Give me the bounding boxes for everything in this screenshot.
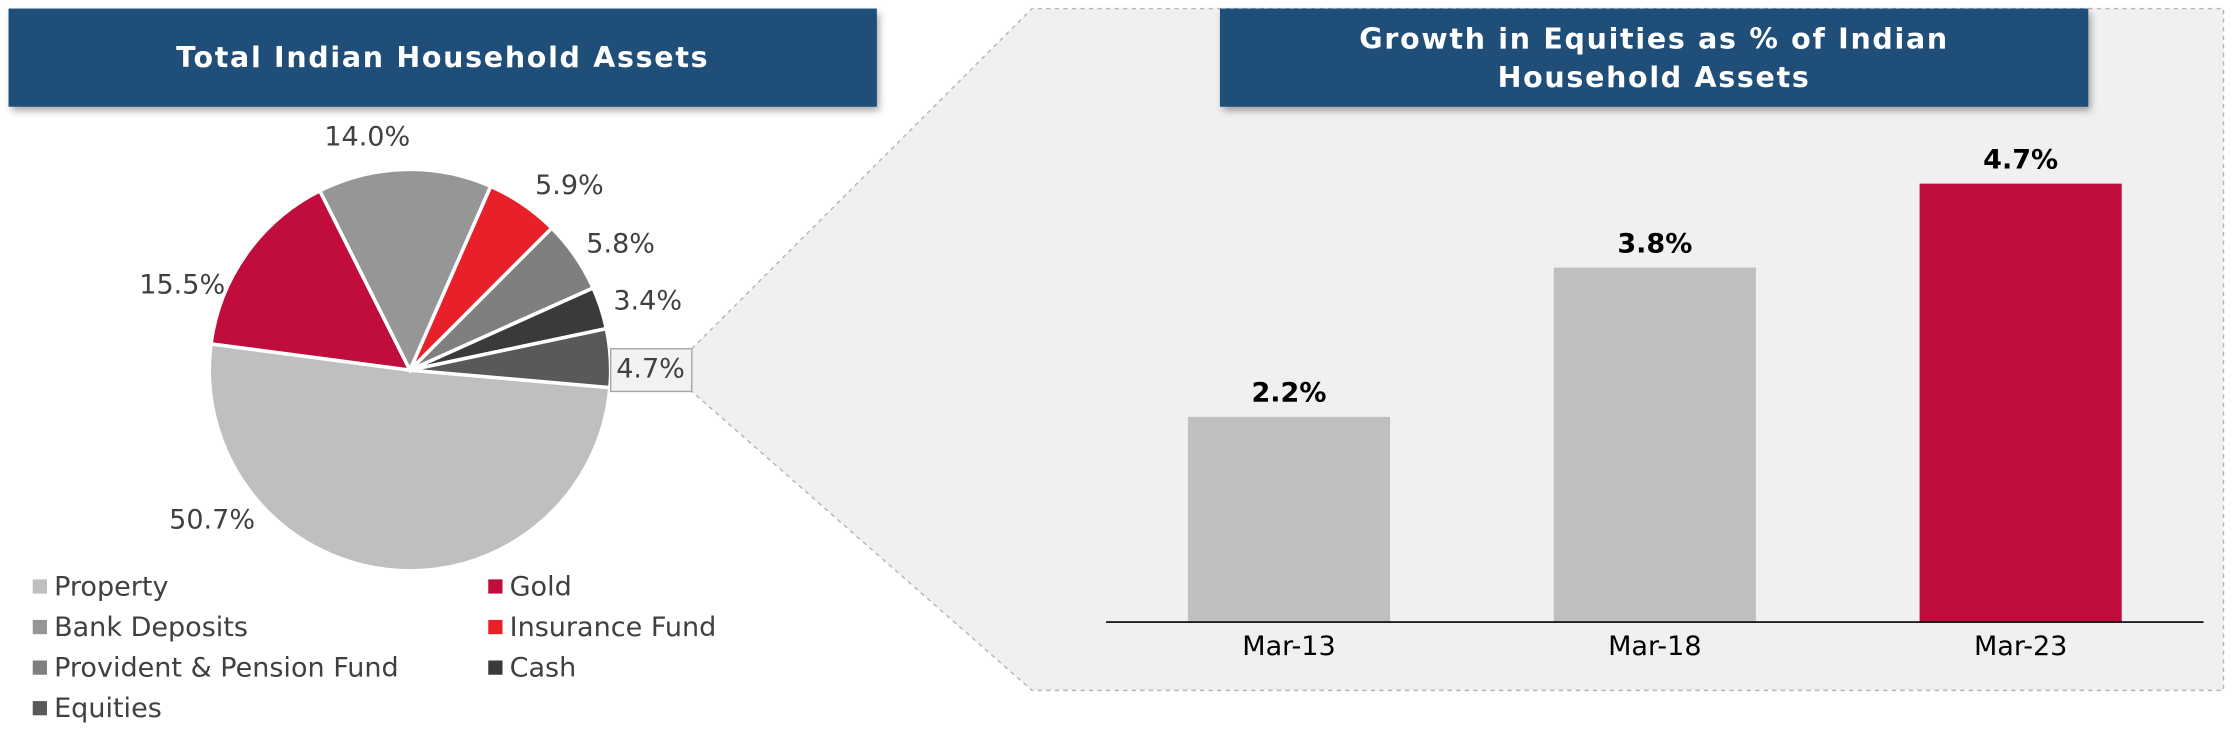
x-tick-label: Mar-13 bbox=[1242, 631, 1335, 662]
legend-label: Property bbox=[54, 571, 168, 602]
data-label: 15.5% bbox=[139, 270, 225, 301]
data-label: 50.7% bbox=[169, 505, 255, 536]
legend-label: Cash bbox=[510, 653, 577, 684]
x-tick-label: Mar-23 bbox=[1974, 631, 2067, 662]
bar bbox=[1919, 183, 2122, 623]
legend-label: Insurance Fund bbox=[510, 612, 717, 643]
chart-title: Total Indian Household Assets bbox=[176, 39, 710, 75]
legend-label: Gold bbox=[510, 571, 572, 602]
legend-swatch bbox=[488, 660, 503, 675]
legend-swatch bbox=[32, 660, 47, 675]
pie-slice bbox=[208, 188, 414, 373]
pie-slice bbox=[207, 341, 612, 573]
data-label: 3.8% bbox=[1617, 228, 1692, 259]
data-label: 3.4% bbox=[613, 285, 682, 316]
data-label: 5.9% bbox=[535, 170, 604, 201]
legend-label: Equities bbox=[54, 693, 162, 724]
pie-title-box: Total Indian Household Assets bbox=[8, 8, 877, 107]
data-label: 5.8% bbox=[586, 228, 655, 259]
legend-swatch bbox=[488, 619, 503, 635]
bar bbox=[1187, 416, 1391, 623]
bar-title-box: Growth in Equities as % of Indian Househ… bbox=[1219, 8, 2089, 107]
legend-swatch bbox=[32, 701, 47, 716]
data-label: 4.7% bbox=[616, 354, 685, 385]
data-label: 14.0% bbox=[324, 122, 410, 153]
data-label: 4.7% bbox=[1983, 144, 2058, 175]
legend-swatch bbox=[488, 579, 503, 594]
x-tick-label: Mar-18 bbox=[1608, 631, 1701, 662]
legend-swatch bbox=[32, 579, 47, 594]
data-label: 2.2% bbox=[1251, 378, 1326, 409]
legend-label: Bank Deposits bbox=[54, 612, 248, 643]
legend-label: Provident & Pension Fund bbox=[54, 653, 399, 684]
bar bbox=[1553, 267, 1756, 623]
legend-swatch bbox=[32, 619, 47, 635]
label-box bbox=[609, 348, 693, 393]
pie-slice bbox=[317, 167, 494, 375]
chart-title: Growth in Equities as % of Indian Househ… bbox=[1359, 20, 1949, 94]
